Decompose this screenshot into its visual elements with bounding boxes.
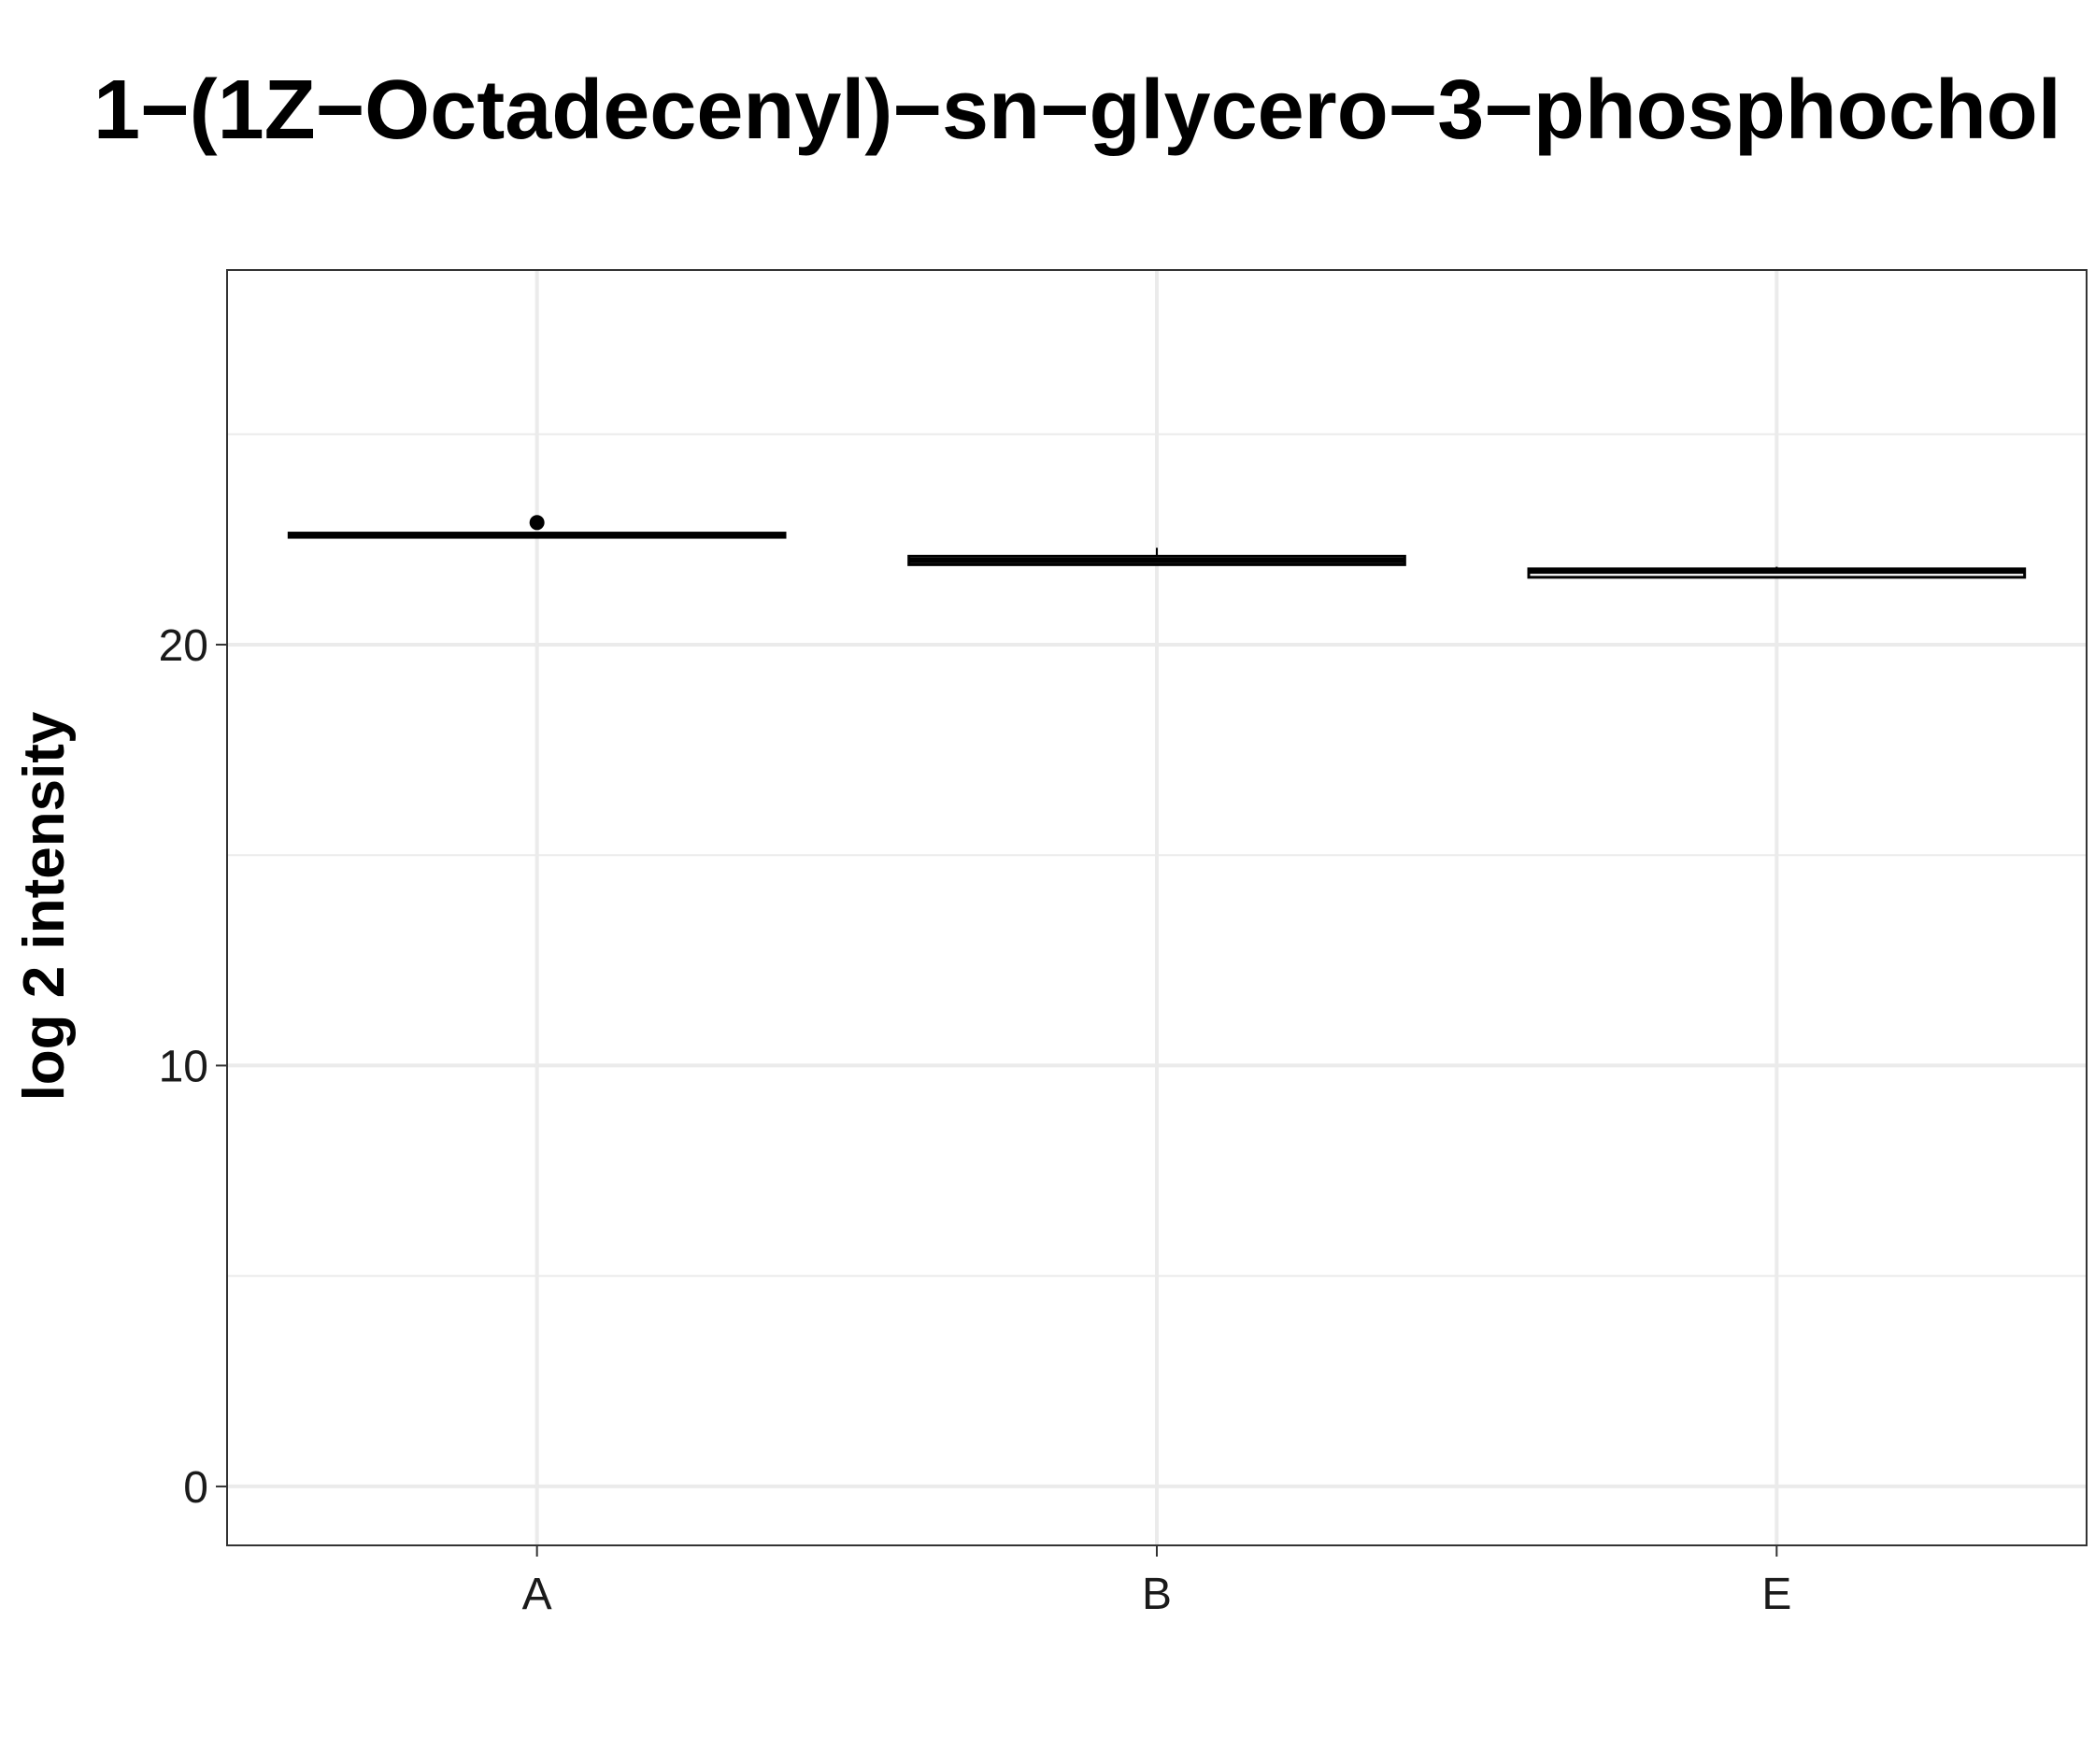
x-tick-label: A: [522, 1570, 552, 1619]
x-tick-label: E: [1761, 1570, 1791, 1619]
x-tick-label: B: [1142, 1570, 1172, 1619]
outlier-point: [529, 515, 545, 531]
grid-lines: [227, 270, 2087, 1545]
y-axis-label: log 2 intensity: [12, 711, 77, 1101]
axes: 0 10 20 A B E: [159, 621, 1792, 1619]
y-tick-label: 20: [159, 621, 208, 671]
y-tick-label: 10: [159, 1042, 208, 1091]
box-A: [287, 515, 787, 539]
box-B: [907, 548, 1406, 566]
y-tick-label: 0: [183, 1463, 208, 1513]
box-E: [1527, 566, 2027, 579]
chart-title: 1−(1Z−Octadecenyl)−sn−glycero−3−phosphoc…: [93, 64, 2061, 157]
boxes: [287, 515, 2027, 579]
